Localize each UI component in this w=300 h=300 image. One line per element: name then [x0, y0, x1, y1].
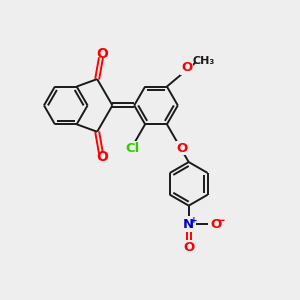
- Text: O: O: [210, 218, 222, 231]
- Text: O: O: [96, 150, 108, 164]
- Text: −: −: [215, 214, 225, 227]
- Text: O: O: [176, 142, 188, 154]
- Text: O: O: [181, 61, 192, 74]
- Text: O: O: [183, 241, 194, 254]
- Text: +: +: [190, 216, 197, 225]
- Text: N: N: [183, 218, 194, 231]
- Text: Cl: Cl: [125, 142, 140, 154]
- Text: CH₃: CH₃: [192, 56, 214, 66]
- Text: O: O: [96, 47, 108, 61]
